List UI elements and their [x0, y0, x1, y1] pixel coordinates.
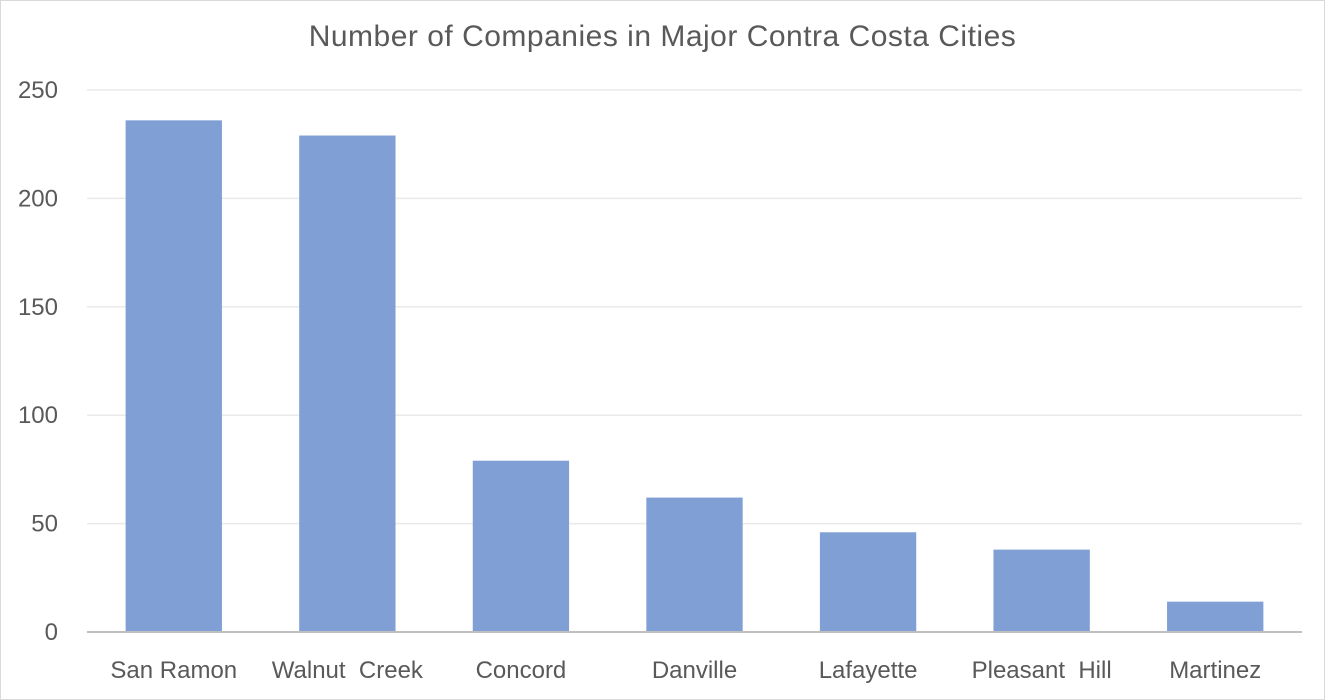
x-tick-label: Martinez: [1169, 657, 1261, 684]
bars: [125, 120, 1264, 633]
x-tick-label: Danville: [652, 657, 737, 684]
bar: [472, 460, 570, 632]
y-tick-label: 0: [45, 619, 58, 646]
bar: [125, 120, 222, 633]
x-tick-label: San Ramon: [110, 657, 237, 684]
x-axis-ticks: San Ramon Walnut Creek Concord Danville Lafa…: [110, 657, 1261, 684]
y-tick-label: 250: [18, 77, 58, 104]
y-axis-ticks: 0 50 100 150 200 250: [18, 77, 58, 646]
bar: [646, 497, 743, 632]
y-tick-label: 200: [18, 185, 58, 212]
chart-title: Number of Companies in Major Contra Cost…: [308, 20, 1017, 53]
y-tick-label: 150: [18, 294, 58, 321]
bar: [993, 549, 1090, 632]
y-tick-label: 100: [18, 402, 58, 429]
bar: [1167, 601, 1264, 632]
gridlines: [87, 89, 1302, 525]
y-tick-label: 50: [31, 511, 58, 538]
bar: [299, 135, 396, 632]
bar: [819, 532, 917, 632]
x-tick-label: Lafayette: [819, 657, 918, 684]
x-tick-label: Walnut Creek: [272, 657, 424, 684]
x-tick-label: Concord: [476, 657, 567, 684]
x-tick-label: Pleasant Hill: [972, 657, 1112, 684]
